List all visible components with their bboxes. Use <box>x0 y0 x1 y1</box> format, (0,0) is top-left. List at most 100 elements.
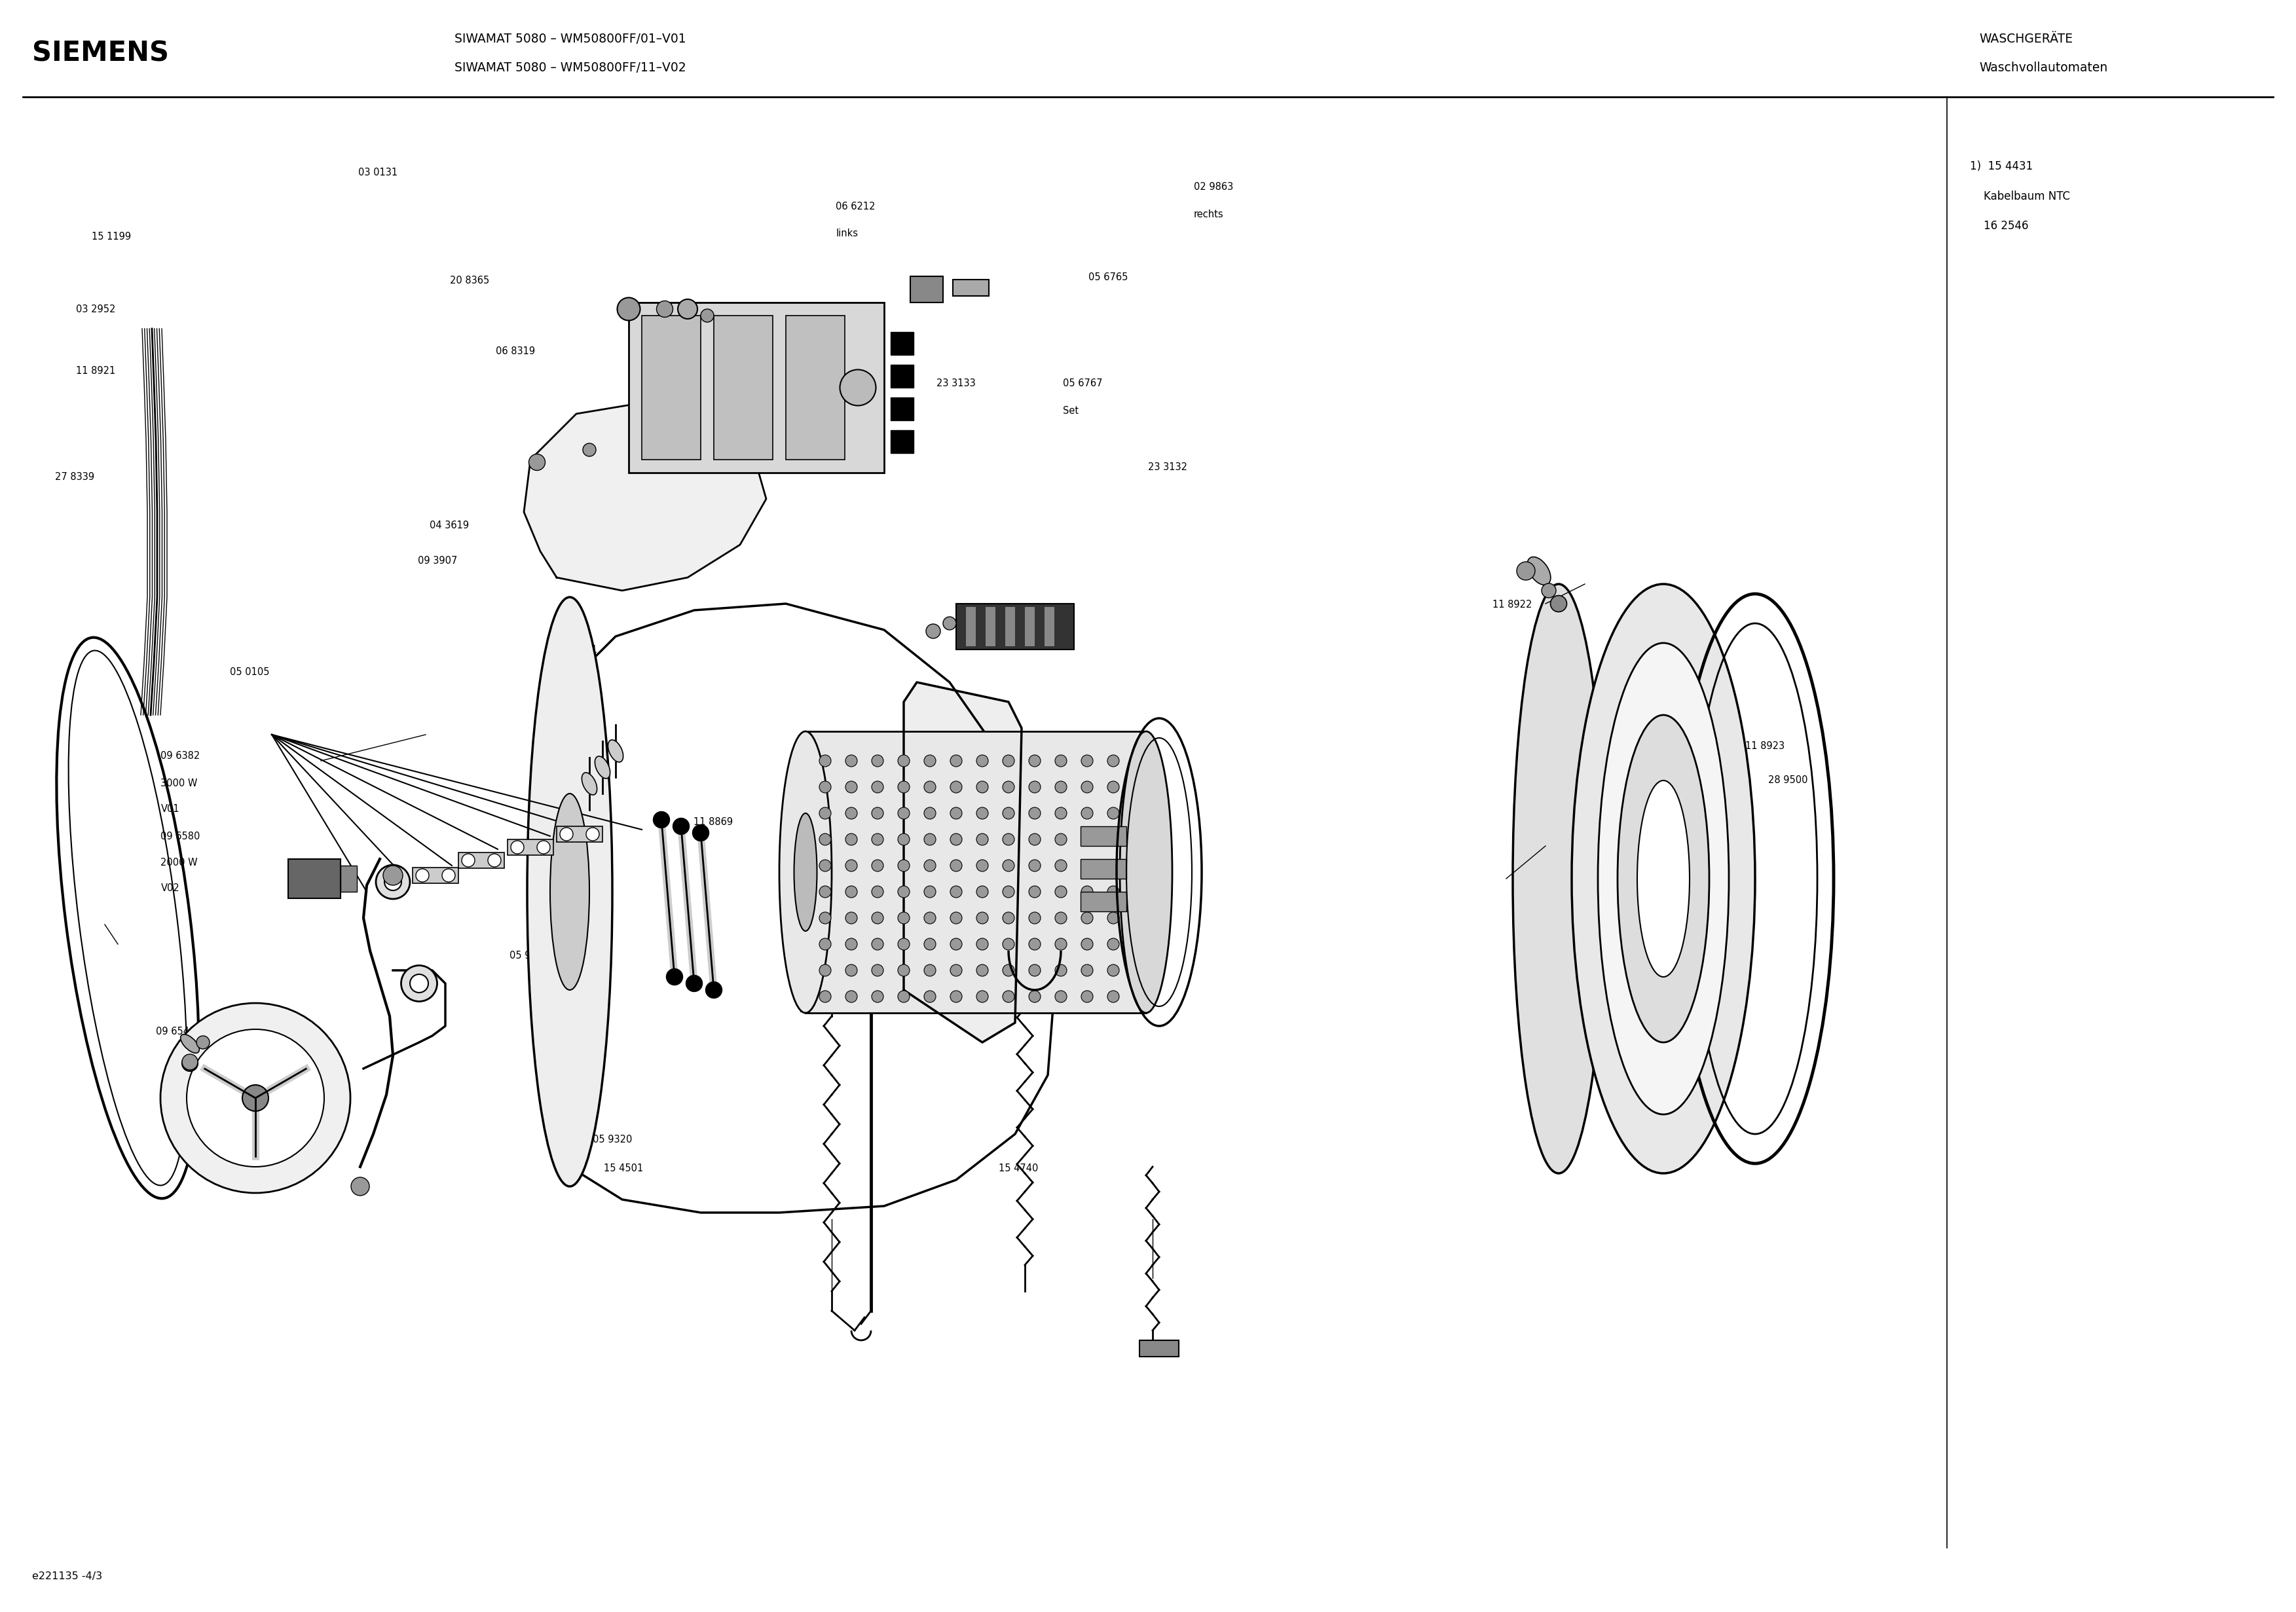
Ellipse shape <box>383 874 402 890</box>
Ellipse shape <box>951 887 962 898</box>
Text: 05 6767: 05 6767 <box>1063 379 1102 388</box>
Text: Kabelbaum NTC: Kabelbaum NTC <box>1970 190 2071 203</box>
Ellipse shape <box>951 833 962 845</box>
Ellipse shape <box>1054 782 1068 793</box>
Ellipse shape <box>537 841 551 854</box>
Text: 15 4081: 15 4081 <box>558 645 597 654</box>
Ellipse shape <box>872 991 884 1003</box>
Text: 1)  15 4431: 1) 15 4431 <box>1970 160 2032 172</box>
Ellipse shape <box>872 808 884 819</box>
Text: 06 8319: 06 8319 <box>496 347 535 356</box>
Text: V01: V01 <box>161 804 179 814</box>
Text: 05 6768: 05 6768 <box>1584 999 1623 1009</box>
Ellipse shape <box>923 782 937 793</box>
Bar <box>891 398 914 421</box>
Ellipse shape <box>951 782 962 793</box>
Text: 11 8869: 11 8869 <box>693 817 732 827</box>
Ellipse shape <box>528 596 613 1186</box>
Ellipse shape <box>443 869 455 882</box>
Text: 2000 W: 2000 W <box>161 858 197 867</box>
Text: V02: V02 <box>161 883 179 893</box>
Ellipse shape <box>845 859 856 872</box>
Text: 09 6549: 09 6549 <box>156 1027 195 1037</box>
Ellipse shape <box>487 854 501 867</box>
Text: 03 0131: 03 0131 <box>358 168 397 177</box>
Ellipse shape <box>976 887 987 898</box>
Bar <box>1024 608 1035 646</box>
Ellipse shape <box>1120 732 1173 1012</box>
Ellipse shape <box>923 964 937 977</box>
Ellipse shape <box>951 808 962 819</box>
Ellipse shape <box>700 310 714 322</box>
Ellipse shape <box>976 912 987 924</box>
Text: 11 8921: 11 8921 <box>76 366 115 376</box>
Text: 05 0105: 05 0105 <box>230 667 269 677</box>
Bar <box>1081 859 1127 879</box>
Ellipse shape <box>1054 833 1068 845</box>
Ellipse shape <box>845 912 856 924</box>
Ellipse shape <box>820 782 831 793</box>
Ellipse shape <box>1107 938 1118 949</box>
Ellipse shape <box>1029 938 1040 949</box>
Ellipse shape <box>1527 556 1550 585</box>
Text: 05 6764: 05 6764 <box>806 318 845 327</box>
Ellipse shape <box>197 1037 209 1049</box>
Ellipse shape <box>161 1003 351 1193</box>
Ellipse shape <box>560 827 574 841</box>
Ellipse shape <box>840 369 875 406</box>
Ellipse shape <box>1081 782 1093 793</box>
Ellipse shape <box>923 912 937 924</box>
Ellipse shape <box>923 754 937 767</box>
Ellipse shape <box>820 859 831 872</box>
Ellipse shape <box>1637 780 1690 977</box>
Text: Set: Set <box>1584 1027 1600 1037</box>
Text: 1): 1) <box>558 704 567 714</box>
Bar <box>1081 891 1127 911</box>
Ellipse shape <box>898 887 909 898</box>
Ellipse shape <box>898 991 909 1003</box>
Ellipse shape <box>583 443 597 456</box>
Ellipse shape <box>845 991 856 1003</box>
Ellipse shape <box>618 298 641 321</box>
Ellipse shape <box>898 808 909 819</box>
Ellipse shape <box>872 887 884 898</box>
Polygon shape <box>905 682 1022 1043</box>
Ellipse shape <box>820 887 831 898</box>
Text: SIEMENS: SIEMENS <box>32 39 170 68</box>
Ellipse shape <box>898 833 909 845</box>
Ellipse shape <box>923 808 937 819</box>
Ellipse shape <box>608 740 622 762</box>
Ellipse shape <box>1107 754 1118 767</box>
Ellipse shape <box>687 975 703 991</box>
Ellipse shape <box>951 912 962 924</box>
Ellipse shape <box>778 732 831 1012</box>
Text: 15 1199: 15 1199 <box>92 232 131 242</box>
Ellipse shape <box>923 887 937 898</box>
Ellipse shape <box>1029 782 1040 793</box>
Ellipse shape <box>243 1085 269 1111</box>
Ellipse shape <box>693 825 709 841</box>
Bar <box>459 853 505 869</box>
Ellipse shape <box>1513 584 1605 1174</box>
Polygon shape <box>523 401 767 590</box>
Text: 11 8923: 11 8923 <box>1745 742 1784 751</box>
Bar <box>953 279 990 297</box>
Ellipse shape <box>820 938 831 949</box>
Ellipse shape <box>820 991 831 1003</box>
Ellipse shape <box>1081 912 1093 924</box>
Ellipse shape <box>898 754 909 767</box>
Ellipse shape <box>1054 991 1068 1003</box>
Ellipse shape <box>1029 991 1040 1003</box>
Ellipse shape <box>872 964 884 977</box>
Text: 28 9500: 28 9500 <box>1768 775 1807 785</box>
Ellipse shape <box>1029 808 1040 819</box>
Text: links: links <box>836 229 859 239</box>
Ellipse shape <box>898 938 909 949</box>
Ellipse shape <box>976 938 987 949</box>
Text: 15 4740: 15 4740 <box>999 1164 1038 1174</box>
Ellipse shape <box>1054 754 1068 767</box>
Bar <box>556 827 602 841</box>
Bar <box>985 608 996 646</box>
Ellipse shape <box>872 754 884 767</box>
Ellipse shape <box>872 938 884 949</box>
